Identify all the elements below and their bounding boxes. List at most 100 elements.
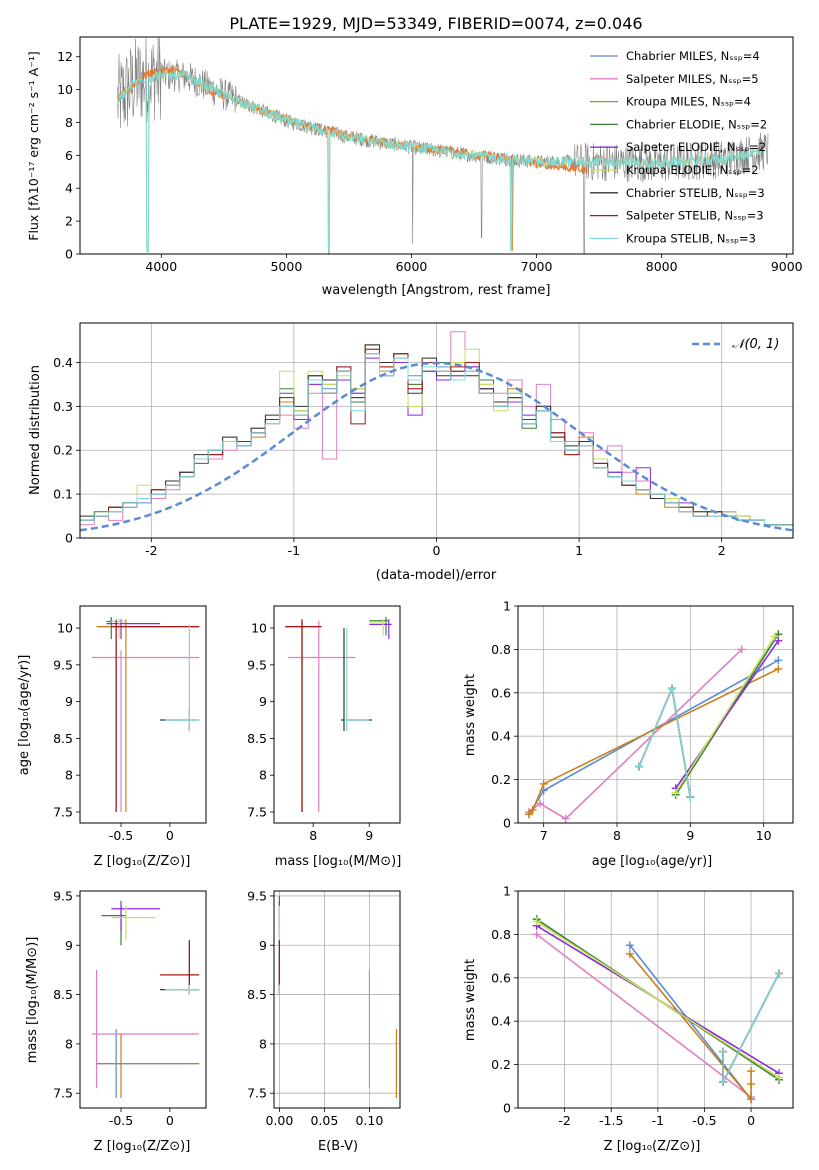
errorbars <box>278 895 397 1099</box>
y-tick-label: 0.3 <box>53 399 73 414</box>
histogram-series <box>80 344 793 526</box>
y-tick-label: 0.4 <box>53 355 73 370</box>
y-tick-label: 0.4 <box>491 1014 511 1029</box>
x-tick-label: 0.05 <box>310 1113 338 1128</box>
ebv-mass-panel: 0.00 0.05 0.10 7.5 8 8.5 9 9.5 <box>247 888 401 1128</box>
x-tick-label: 7000 <box>521 259 553 274</box>
x-tick-label: 6000 <box>396 259 428 274</box>
y-tick-label: 9.5 <box>247 888 267 903</box>
y-tick-label: 0.1 <box>53 487 73 502</box>
y-tick-label: 0.4 <box>491 729 511 744</box>
x-tick-label: -0.5 <box>692 1113 716 1128</box>
x-tick-label: -2 <box>145 543 157 558</box>
y-tick-label: 8 <box>65 1036 73 1051</box>
y-tick-label: 9 <box>65 938 73 953</box>
histogram-steps <box>80 331 793 532</box>
axes-frame <box>517 605 794 824</box>
legend-label: Kroupa ELODIE, Nₛₛₚ=2 <box>626 163 759 177</box>
x-tick-label: 0.00 <box>265 1113 293 1128</box>
y-tick-label: 8 <box>259 768 267 783</box>
y-tick-label: 6 <box>65 148 73 163</box>
y-tick-label: 4 <box>65 181 73 196</box>
y-tick-label: 2 <box>65 214 73 229</box>
x-tick-label: -1.5 <box>599 1113 623 1128</box>
y-tick-label: 1 <box>503 599 511 614</box>
y-tick-label: 0.2 <box>491 1057 511 1072</box>
y-tick-label: 9 <box>259 694 267 709</box>
y-tick-label: 0 <box>65 531 73 546</box>
series-line <box>528 668 779 815</box>
y-tick-label: 7.5 <box>53 804 73 819</box>
axes-frame <box>79 605 207 824</box>
errorbars <box>91 617 200 812</box>
y-tick-label: 0 <box>503 1101 511 1116</box>
legend-label: Chabrier STELIB, Nₛₛₚ=3 <box>626 186 765 200</box>
z-massweight-xlabel: Z [log₁₀(Z/Z⊙)] <box>604 1139 701 1154</box>
y-tick-label: 9.5 <box>247 657 267 672</box>
z-mass-ylabel: mass [log₁₀(M/M⊙)] <box>25 937 40 1064</box>
y-tick-label: 0.6 <box>491 685 511 700</box>
x-tick-label: 0 <box>433 543 441 558</box>
y-tick-label: 8.5 <box>53 987 73 1002</box>
x-tick-label: 0 <box>747 1113 755 1128</box>
model-spectrum-stelib <box>117 68 762 253</box>
y-tick-label: 12 <box>57 49 73 64</box>
y-tick-label: 1 <box>503 884 511 899</box>
spectrum-ylabel: Flux [fλ10⁻¹⁷ erg cm⁻² s⁻¹ A⁻¹] <box>26 51 41 240</box>
x-tick-label: 8 <box>309 828 317 843</box>
axes-frame <box>517 890 794 1109</box>
x-tick-label: 10 <box>756 828 772 843</box>
x-tick-label: 4000 <box>145 259 177 274</box>
series-line <box>528 659 779 815</box>
x-tick-label: 1 <box>575 543 583 558</box>
y-tick-label: 7.5 <box>53 1086 73 1101</box>
z-age-xlabel: Z [log₁₀(Z/Z⊙)] <box>94 854 191 869</box>
y-tick-label: 9.5 <box>53 888 73 903</box>
y-tick-label: 10 <box>57 621 73 636</box>
series-line <box>629 944 752 1100</box>
y-tick-label: 9.5 <box>53 657 73 672</box>
y-tick-label: 8 <box>65 115 73 130</box>
y-tick-label: 7.5 <box>247 1086 267 1101</box>
age-massweight-panel: 7 8 9 10 0 0.2 0.4 0.6 0.8 1 <box>491 599 794 843</box>
normal-legend-label: 𝒩(0, 1) <box>732 337 779 352</box>
residual-histogram-panel: -2 -1 0 1 2 0 0.1 0.2 0.3 0.4 <box>53 322 794 558</box>
y-tick-label: 7.5 <box>247 804 267 819</box>
spectrum-xlabel: wavelength [Angstrom, rest frame] <box>322 283 551 298</box>
series-line <box>675 640 779 789</box>
y-tick-label: 10 <box>57 82 73 97</box>
spectrum-title: PLATE=1929, MJD=53349, FIBERID=0074, z=0… <box>229 14 642 33</box>
y-tick-label: 9 <box>259 938 267 953</box>
x-tick-label: 9 <box>365 828 373 843</box>
series-line <box>675 635 776 794</box>
ebv-mass-xlabel: E(B-V) <box>318 1139 358 1154</box>
normal-curve <box>80 361 793 532</box>
y-tick-label: 0 <box>503 816 511 831</box>
y-tick-label: 0.8 <box>491 642 511 657</box>
y-tick-label: 8 <box>65 768 73 783</box>
x-tick-label: 9 <box>686 828 694 843</box>
x-tick-label: 0 <box>166 828 174 843</box>
histogram-ylabel: Normed distribution <box>28 365 43 495</box>
legend-label: Salpeter ELODIE, Nₛₛₚ=2 <box>626 140 766 154</box>
y-tick-label: 0.2 <box>53 443 73 458</box>
x-tick-label: 0 <box>166 1113 174 1128</box>
x-tick-label: 5000 <box>270 259 302 274</box>
spectrum-legend: Chabrier MILES, Nₛₛₚ=4 Salpeter MILES, Nₛ… <box>590 49 767 245</box>
y-tick-label: 0.2 <box>491 772 511 787</box>
axes-frame <box>79 36 794 255</box>
y-tick-label: 0 <box>65 247 73 262</box>
x-tick-label: -1 <box>652 1113 664 1128</box>
x-tick-label: -1 <box>288 543 300 558</box>
legend-label: Chabrier ELODIE, Nₛₛₚ=2 <box>626 117 767 131</box>
x-tick-label: 2 <box>718 543 726 558</box>
spectrum-lines <box>117 37 769 254</box>
spectrum-panel: 4000 5000 6000 7000 8000 9000 0 2 4 6 8 10 12 <box>57 36 803 274</box>
y-tick-label: 0.8 <box>491 927 511 942</box>
series-line <box>536 933 752 1098</box>
series-line <box>528 648 743 820</box>
z-age-ylabel: age [log₁₀(age/yr)] <box>17 655 32 776</box>
mass-weight-lines <box>525 630 783 823</box>
legend-label: Kroupa STELIB, Nₛₛₚ=3 <box>626 231 756 245</box>
